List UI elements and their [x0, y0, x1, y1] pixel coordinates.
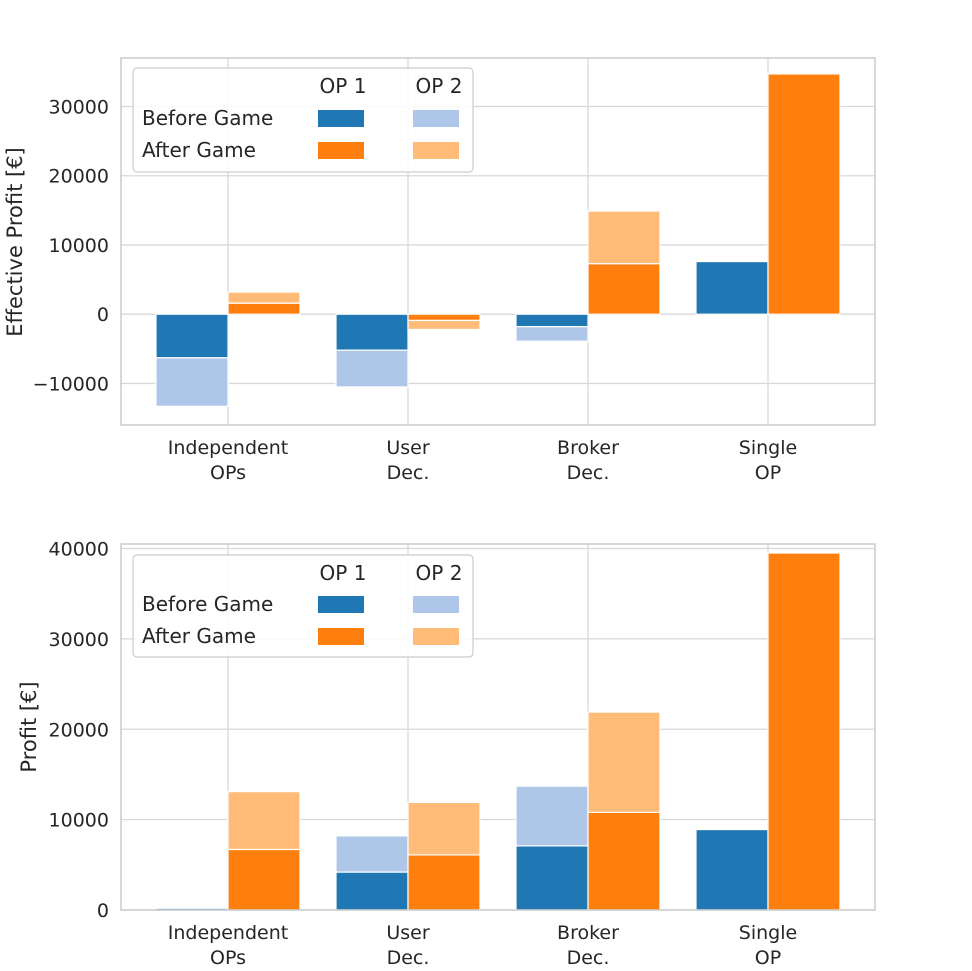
bar-after-game-op-2 [587, 210, 661, 265]
bar-after-game-op-2 [227, 791, 301, 851]
x-tick-label: Broker [557, 922, 619, 944]
bar-after-game-op-1 [587, 263, 661, 315]
plot-frame [120, 543, 876, 911]
bar-before-game-op-2 [515, 785, 589, 847]
bar-after-game-op-2 [407, 801, 481, 856]
bar-after-game-op-1 [587, 811, 661, 911]
bar-before-game-op-1 [335, 871, 409, 911]
x-tick-label: User [386, 922, 429, 944]
x-tick-label: OP [755, 947, 781, 969]
legend-header-op2: OP 2 [416, 561, 463, 585]
x-tick-label: OP [755, 462, 781, 484]
bar-before-game-op-2 [155, 906, 229, 909]
bar-after-game-op-1 [227, 302, 301, 315]
legend: OP 1 OP 2 Before Game After Game [132, 554, 474, 658]
x-tick-label: OPs [210, 947, 246, 969]
chart-panel-2: 0 10000 20000 30000 40000 Independent OPs User D… [17, 539, 876, 969]
legend: OP 1 OP 2 Before Game After Game [132, 67, 474, 173]
bar-before-game-op-2 [155, 357, 229, 407]
legend-header-op1: OP 1 [320, 74, 367, 98]
bar-after-game-op-2 [407, 319, 481, 331]
legend-row-before: Before Game [142, 592, 273, 616]
legend-box [132, 554, 474, 658]
bar-before-game-op-1 [335, 313, 409, 351]
x-tick-label: Single [739, 437, 797, 459]
bar-before-game-op-1 [695, 260, 769, 315]
x-tick-label: OPs [210, 462, 246, 484]
y-axis-label: Profit [€] [17, 681, 41, 772]
legend-swatch-op2-before [413, 596, 459, 613]
x-tick-label: Dec. [567, 947, 610, 969]
bar-before-game-op-1 [515, 845, 589, 911]
legend-swatch-op1-after [318, 142, 364, 159]
y-tick-label: 30000 [49, 629, 109, 651]
bar-after-game-op-1 [767, 552, 841, 911]
legend-header-op1: OP 1 [320, 561, 367, 585]
x-tick-label: Independent [168, 922, 288, 944]
bar-before-game-op-2 [515, 326, 589, 342]
bar-after-game-op-1 [407, 313, 481, 322]
x-tick-label: Independent [168, 437, 288, 459]
y-tick-label: 0 [97, 304, 109, 326]
plot-frame [120, 57, 876, 426]
x-tick-label: Single [739, 922, 797, 944]
legend-box [132, 67, 474, 173]
legend-row-after: After Game [142, 624, 256, 648]
x-tick-label: Dec. [567, 462, 610, 484]
x-tick-label: Dec. [387, 462, 430, 484]
y-tick-label: −10000 [33, 373, 109, 395]
legend-swatch-op2-after [413, 628, 459, 645]
y-tick-label: 10000 [49, 235, 109, 257]
y-tick-label: 40000 [49, 539, 109, 561]
legend-header-op2: OP 2 [416, 74, 463, 98]
chart-panel-1: −10000 0 10000 20000 30000 Independent OPs User… [3, 57, 876, 484]
legend-swatch-op1-before [318, 596, 364, 613]
bar-before-game-op-1 [155, 313, 229, 359]
bar-before-game-op-1 [515, 313, 589, 328]
legend-swatch-op2-after [413, 142, 459, 159]
legend-row-before: Before Game [142, 106, 273, 130]
legend-swatch-op2-before [413, 110, 459, 127]
x-tick-label: Broker [557, 437, 619, 459]
bar-before-game-op-1 [695, 828, 769, 911]
y-tick-label: 30000 [49, 96, 109, 118]
y-axis-label: Effective Profit [€] [3, 147, 27, 337]
bar-after-game-op-1 [767, 73, 841, 315]
legend-row-after: After Game [142, 138, 256, 162]
legend-swatch-op1-after [318, 628, 364, 645]
legend-swatch-op1-before [318, 110, 364, 127]
x-tick-label: Dec. [387, 947, 430, 969]
bar-after-game-op-2 [587, 711, 661, 813]
bar-after-game-op-2 [227, 291, 301, 304]
bar-after-game-op-1 [407, 854, 481, 911]
y-tick-label: 20000 [49, 166, 109, 188]
y-tick-label: 20000 [49, 719, 109, 741]
bar-after-game-op-1 [227, 848, 301, 911]
y-tick-label: 10000 [49, 810, 109, 832]
bar-before-game-op-2 [335, 835, 409, 873]
x-tick-label: User [386, 437, 429, 459]
bar-before-game-op-2 [335, 349, 409, 388]
y-tick-label: 0 [97, 900, 109, 922]
